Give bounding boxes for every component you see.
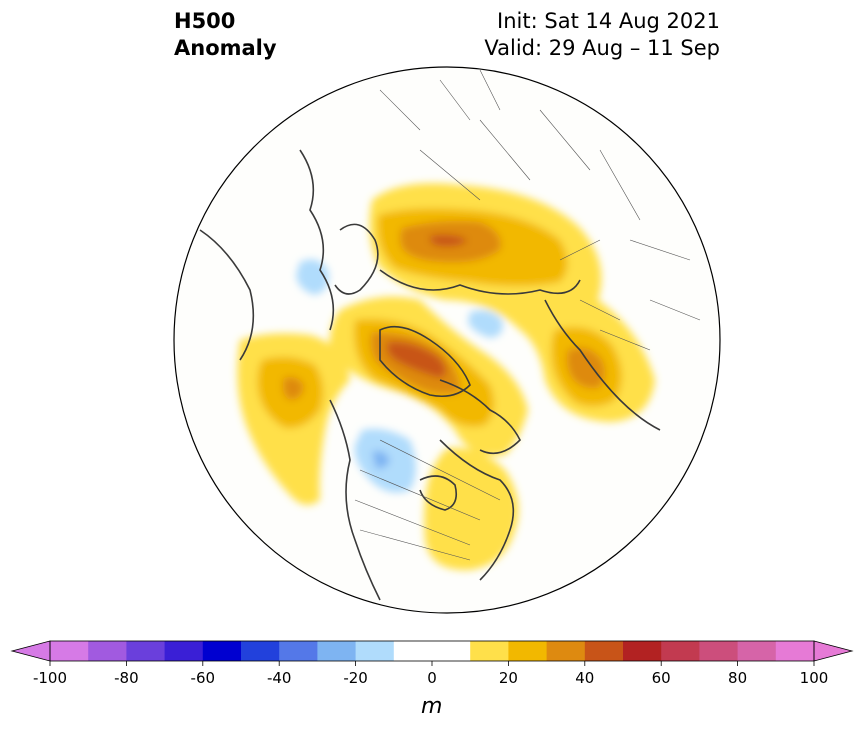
colorbar-tick-label: -100 xyxy=(33,669,67,687)
colorbar-tick-label: 80 xyxy=(728,669,747,687)
coastline-scandinavia xyxy=(334,223,379,295)
colorbar-tick-label: 0 xyxy=(427,669,437,687)
colorbar-bin xyxy=(775,641,815,661)
colorbar-bin xyxy=(623,641,662,661)
colorbar-extend-high xyxy=(813,640,854,662)
colorbar-tick-label: 100 xyxy=(800,669,829,687)
colorbar-tick-label: -60 xyxy=(191,669,216,687)
chart-title-left: H500 Anomaly xyxy=(174,8,277,62)
anomaly-negative-20-canada-west xyxy=(372,451,390,469)
anomaly-positive-30-asia-east xyxy=(566,347,606,389)
boundary-line xyxy=(354,439,501,561)
anomaly-fields xyxy=(237,183,655,571)
coastline-africa xyxy=(199,229,255,361)
coastline-europe xyxy=(299,149,335,331)
colorbar: -100 -80 -60 -40 -20 0 20 40 60 80 100 xyxy=(10,640,854,687)
colorbar-bin xyxy=(88,641,127,661)
coastline-north-america-east xyxy=(439,439,515,581)
globe-outline xyxy=(173,66,721,614)
colorbar-tick-label: 20 xyxy=(499,669,518,687)
anomaly-positive-40-arctic xyxy=(386,341,446,378)
colorbar-bin xyxy=(126,641,166,661)
chart-title-right: Init: Sat 14 Aug 2021 Valid: 29 Aug – 11… xyxy=(484,8,720,62)
colorbar-bin xyxy=(355,641,395,661)
colorbar-extend-low xyxy=(10,640,51,662)
colorbar-tick-label: -40 xyxy=(267,669,292,687)
coastline-hudson-bay xyxy=(419,475,458,511)
colorbar-tick-label: -20 xyxy=(343,669,368,687)
anomaly-positive-40-eurasia xyxy=(429,234,468,247)
colorbar-tick-label: 40 xyxy=(575,669,594,687)
colorbar-tick-label: 60 xyxy=(652,669,671,687)
boundary-line xyxy=(419,109,691,261)
colorbar-bin xyxy=(470,641,509,661)
coastlines xyxy=(199,149,661,601)
title-type: Anomaly xyxy=(174,36,277,60)
title-field: H500 xyxy=(174,9,236,33)
init-date: Init: Sat 14 Aug 2021 xyxy=(497,9,720,33)
colorbar-ticks: -100 -80 -60 -40 -20 0 20 40 60 80 100 xyxy=(33,661,828,687)
colorbar-bin xyxy=(241,641,280,661)
colorbar-bin xyxy=(279,641,318,661)
boundary-line xyxy=(379,69,501,131)
coastline-greenland xyxy=(379,325,471,398)
polar-map xyxy=(173,66,721,614)
colorbar-bin xyxy=(432,641,471,661)
colorbar-bin xyxy=(202,641,242,661)
colorbar-bin xyxy=(393,641,433,661)
colorbar-unit: m xyxy=(421,694,443,719)
colorbar-tick-label: -80 xyxy=(114,669,139,687)
colorbar-bin xyxy=(737,641,777,661)
coastline-siberia xyxy=(379,269,581,295)
colorbar-bin xyxy=(164,641,204,661)
anomaly-negative-10-arctic-ocean xyxy=(468,310,503,338)
colorbar-bin xyxy=(699,641,739,661)
anomaly-positive-30-pacific xyxy=(282,377,304,400)
colorbar-bin xyxy=(50,641,89,661)
coastline-asia-east xyxy=(544,299,661,431)
colorbar-bin xyxy=(546,641,586,661)
coastline-north-america-west xyxy=(329,399,381,601)
valid-range: Valid: 29 Aug – 11 Sep xyxy=(484,36,720,60)
political-boundaries xyxy=(354,69,701,561)
colorbar-bin xyxy=(317,641,357,661)
coastline-arctic-canada xyxy=(439,379,521,455)
colorbar-bin xyxy=(661,641,700,661)
colorbar-bins xyxy=(50,641,815,661)
boundary-line xyxy=(559,239,701,351)
colorbar-bin xyxy=(584,641,624,661)
colorbar-bin xyxy=(508,641,548,661)
